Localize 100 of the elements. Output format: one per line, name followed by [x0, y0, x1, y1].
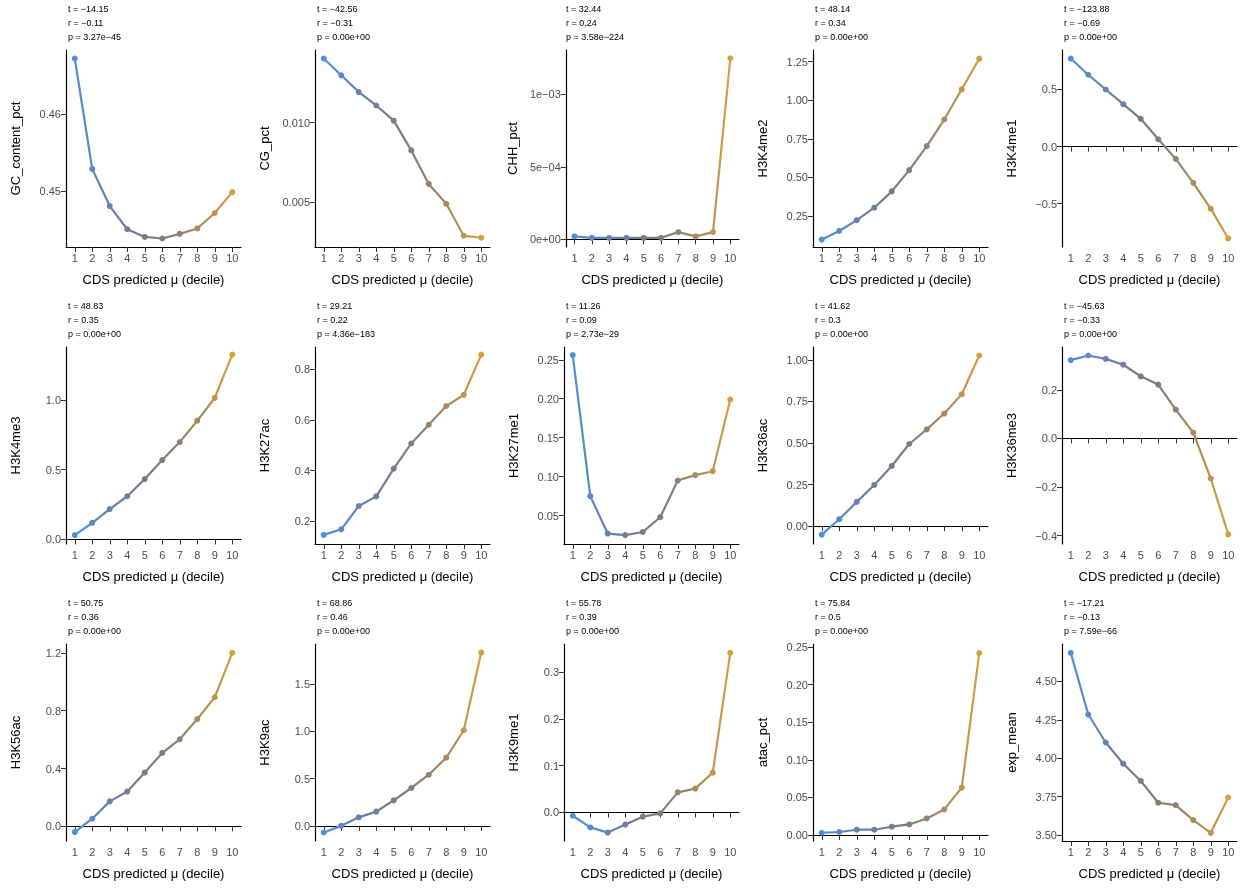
x-axis-title: CDS predicted μ (decile)	[581, 272, 724, 287]
x-tick-label: 5	[888, 548, 895, 561]
point	[606, 234, 613, 241]
x-axis-title: CDS predicted μ (decile)	[829, 569, 972, 584]
y-tick-label: 0.5	[1041, 83, 1057, 96]
x-tick-label: 7	[425, 251, 432, 264]
y-tick-label: 3.75	[1035, 790, 1057, 803]
x-tick-label: 2	[588, 251, 595, 264]
x-axis-title: CDS predicted μ (decile)	[82, 866, 225, 881]
x-tick-label: 2	[836, 251, 843, 264]
text: p = 0.00e+00	[317, 625, 371, 636]
x-tick-label: 1	[71, 845, 78, 858]
x-tick-label: 8	[941, 845, 948, 858]
y-tick-label: 0.4	[45, 762, 61, 775]
x-tick-label: 8	[941, 251, 948, 264]
text: t = 41.62	[815, 300, 851, 311]
x-tick-label: 8	[1190, 251, 1197, 264]
x-tick-label: 1	[1067, 845, 1074, 858]
y-tick-label: 0.00	[786, 520, 808, 533]
point	[923, 815, 930, 822]
point	[159, 235, 166, 242]
text: r = 0.24	[566, 17, 597, 28]
text: t = 29.21	[317, 300, 353, 311]
point	[976, 650, 983, 657]
point	[194, 716, 201, 723]
point	[818, 531, 825, 538]
x-tick-label: 4	[124, 845, 131, 858]
text: p = 0.00e+00	[815, 625, 869, 636]
text: p = 4.36e−183	[317, 328, 376, 339]
y-tick-label: 0.0	[45, 820, 61, 833]
y-tick-label: 0.005	[282, 195, 310, 208]
y-tick-label: 0.15	[537, 431, 559, 444]
y-axis-title: H3K36ac	[755, 418, 770, 473]
x-tick-label: 10	[1222, 251, 1235, 264]
point	[1207, 829, 1214, 836]
point	[941, 806, 948, 813]
x-tick-label: 4	[623, 251, 630, 264]
point	[675, 229, 682, 236]
point	[194, 225, 201, 232]
x-tick-label: 1	[71, 548, 78, 561]
y-tick-label: 1.5	[294, 677, 310, 690]
point	[1102, 355, 1109, 362]
point	[1155, 136, 1162, 143]
text: p = 0.00e+00	[815, 328, 869, 339]
x-tick-label: 6	[906, 548, 913, 561]
point	[958, 784, 965, 791]
point	[727, 55, 734, 62]
x-tick-label: 8	[692, 845, 699, 858]
text: r = 0.46	[317, 611, 348, 622]
x-tick-label: 2	[836, 845, 843, 858]
point	[1190, 179, 1197, 186]
x-tick-label: 6	[408, 251, 415, 264]
x-tick-label: 5	[390, 845, 397, 858]
x-axis-title: CDS predicted μ (decile)	[1078, 272, 1221, 287]
y-axis-title: H3K4me1	[1004, 119, 1019, 178]
x-tick-label: 9	[709, 251, 717, 264]
point	[211, 210, 218, 217]
point	[1172, 406, 1179, 413]
x-tick-label: 2	[338, 845, 345, 858]
point	[320, 55, 327, 62]
text: p = 3.27e−45	[68, 31, 122, 42]
point	[657, 514, 664, 521]
x-tick-label: 6	[1155, 251, 1162, 264]
point	[923, 143, 930, 150]
x-tick-label: 5	[390, 548, 397, 561]
x-tick-label: 7	[425, 548, 432, 561]
text: p = 0.00e+00	[317, 31, 371, 42]
point	[89, 519, 96, 526]
point	[640, 234, 647, 241]
y-tick-label: 0.8	[45, 704, 61, 717]
y-tick-label: 0.00	[786, 828, 808, 841]
y-tick-label: 1.00	[786, 94, 808, 107]
x-tick-label: 4	[1120, 548, 1127, 561]
point	[338, 526, 345, 533]
x-tick-label: 4	[871, 845, 878, 858]
x-tick-label: 10	[973, 251, 986, 264]
y-axis-title: H3K27me1	[506, 412, 521, 479]
point	[976, 352, 983, 359]
x-tick-label: 1	[569, 548, 576, 561]
x-tick-label: 10	[226, 845, 239, 858]
x-tick-label: 6	[1155, 845, 1162, 858]
x-tick-label: 8	[1190, 845, 1197, 858]
x-tick-label: 9	[460, 548, 467, 561]
point	[1172, 155, 1179, 162]
point	[639, 529, 646, 535]
point	[976, 55, 983, 62]
x-tick-label: 7	[675, 251, 682, 264]
point	[355, 89, 362, 96]
x-tick-label: 7	[425, 845, 432, 858]
point	[124, 493, 131, 500]
x-tick-label: 5	[640, 251, 647, 264]
point	[587, 824, 594, 831]
text: t = 50.75	[68, 597, 104, 608]
text: p = 0.00e+00	[68, 625, 122, 636]
x-tick-label: 10	[973, 548, 986, 561]
y-tick-label: 0.05	[786, 791, 808, 804]
x-tick-label: 7	[1172, 251, 1179, 264]
point	[141, 476, 148, 483]
point	[710, 229, 717, 236]
x-tick-label: 8	[194, 845, 201, 858]
